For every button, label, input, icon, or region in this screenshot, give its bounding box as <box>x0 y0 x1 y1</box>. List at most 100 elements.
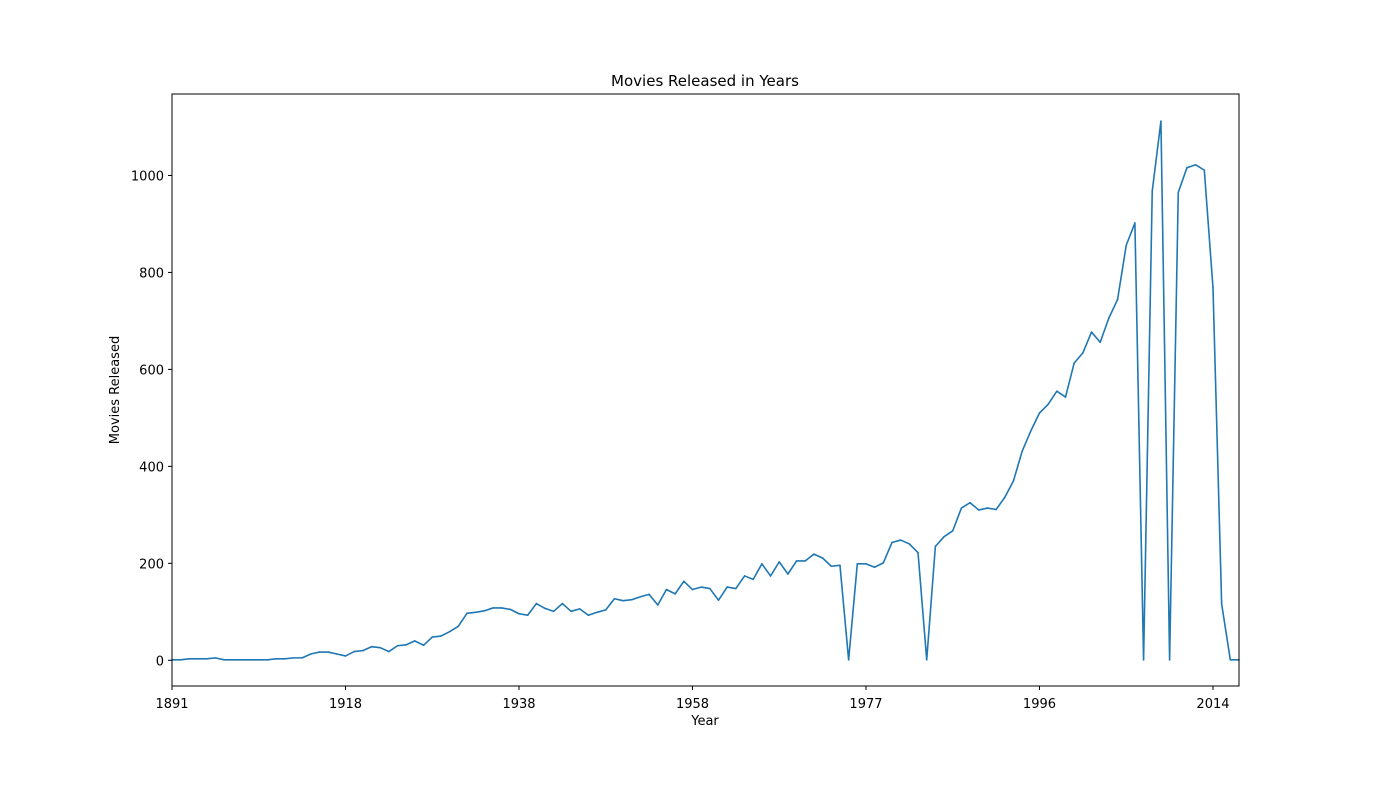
data-point <box>283 658 286 660</box>
x-tick-label: 1977 <box>849 697 882 712</box>
data-point <box>578 608 581 610</box>
data-point <box>1038 412 1041 414</box>
y-tick-label: 0 <box>156 654 164 669</box>
data-point <box>839 564 841 567</box>
y-tick-label: 800 <box>139 266 164 281</box>
data-point <box>249 659 251 661</box>
data-point <box>223 659 225 661</box>
data-point <box>943 535 945 538</box>
data-point <box>639 595 642 598</box>
data-point <box>1160 120 1162 122</box>
data-point <box>457 625 460 628</box>
data-point <box>466 612 468 615</box>
data-point <box>622 599 624 602</box>
data-point <box>405 643 408 646</box>
data-point <box>865 563 867 565</box>
data-point <box>474 611 477 614</box>
plot-area <box>171 120 1240 661</box>
data-point <box>1056 390 1058 393</box>
data-point <box>526 614 529 617</box>
data-point <box>873 566 876 569</box>
data-point <box>934 545 937 548</box>
data-point <box>813 553 815 555</box>
data-point <box>709 587 711 590</box>
data-point <box>830 565 833 568</box>
data-point <box>891 541 893 544</box>
data-point <box>960 507 963 509</box>
data-point <box>917 551 919 554</box>
x-axis: 1891 1918 1938 1958 1977 1996 2014 <box>155 686 1230 712</box>
data-point <box>674 593 676 595</box>
data-point <box>292 657 295 659</box>
data-point <box>1003 496 1006 499</box>
data-point <box>735 587 737 590</box>
data-point <box>1047 403 1049 406</box>
data-point <box>761 563 763 565</box>
data-point <box>197 658 199 660</box>
data-point <box>804 560 807 562</box>
x-tick-label: 1996 <box>1023 697 1056 712</box>
x-tick-label: 2014 <box>1196 697 1229 712</box>
data-point <box>1194 163 1197 166</box>
data-point <box>778 561 781 563</box>
data-point <box>570 610 572 613</box>
data-point <box>665 588 668 591</box>
data-point <box>1186 166 1188 169</box>
data-point <box>969 501 971 504</box>
data-point <box>899 539 902 541</box>
data-point <box>951 530 954 532</box>
data-point <box>414 640 416 642</box>
data-point <box>440 635 442 637</box>
data-point <box>795 560 798 562</box>
data-point <box>362 649 364 652</box>
data-point <box>1099 341 1101 344</box>
data-point <box>257 659 260 661</box>
data-point <box>1073 362 1075 364</box>
data-point <box>769 575 772 577</box>
data-point <box>509 608 512 611</box>
data-point <box>422 644 425 647</box>
y-tick-label: 600 <box>139 363 164 378</box>
data-point <box>726 586 728 588</box>
data-point <box>1021 450 1023 453</box>
data-point <box>214 657 217 659</box>
data-point <box>683 580 685 583</box>
data-point <box>336 653 338 655</box>
data-point <box>995 508 997 511</box>
data-point <box>743 575 746 577</box>
plot-frame <box>171 93 1240 687</box>
data-point <box>1142 659 1145 661</box>
data-point <box>231 659 234 661</box>
x-axis-label: Year <box>690 714 719 729</box>
data-point <box>205 658 208 660</box>
data-point <box>552 610 555 613</box>
data-point <box>587 614 590 617</box>
data-point <box>561 602 564 605</box>
data-point <box>483 610 486 612</box>
data-point <box>188 658 191 660</box>
data-point <box>1125 244 1128 247</box>
data-point <box>908 543 911 545</box>
data-point <box>518 612 520 615</box>
data-point <box>847 659 850 661</box>
data-point <box>717 599 720 601</box>
data-point <box>431 636 434 638</box>
data-point <box>752 578 755 581</box>
data-point <box>344 655 347 657</box>
data-point <box>1064 396 1067 398</box>
data-point <box>535 602 538 605</box>
data-point <box>544 607 546 610</box>
data-point <box>1116 298 1119 301</box>
x-tick-label: 1958 <box>676 697 709 712</box>
data-point <box>1030 430 1032 432</box>
data-point <box>1212 286 1214 289</box>
x-tick-label: 1891 <box>155 697 188 712</box>
data-point <box>613 597 616 600</box>
data-point <box>353 650 355 653</box>
data-point <box>379 646 382 649</box>
data-point <box>370 645 373 648</box>
data-point <box>266 659 269 661</box>
y-tick-label: 400 <box>139 460 164 475</box>
data-point <box>388 650 390 653</box>
